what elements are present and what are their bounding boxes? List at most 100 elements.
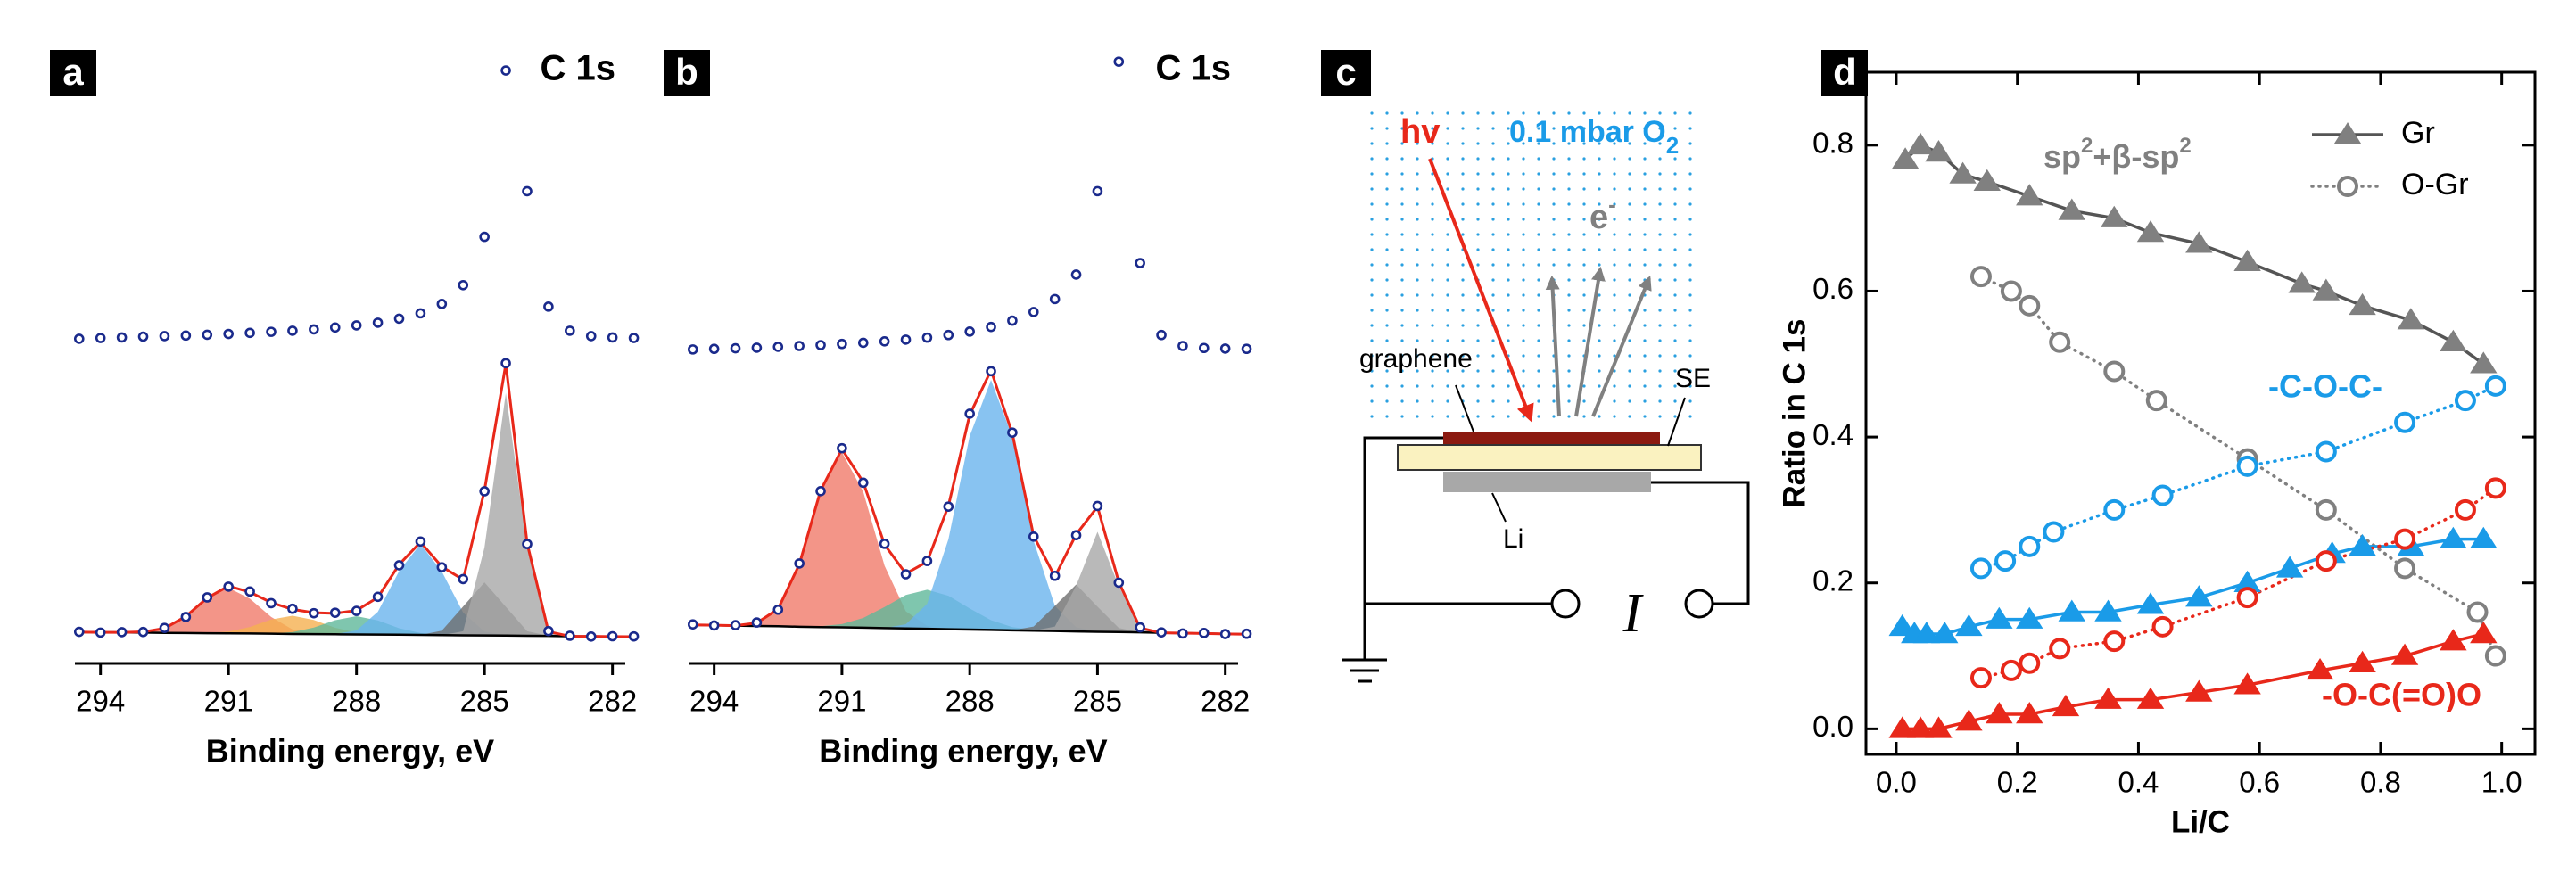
data-point <box>708 620 720 631</box>
data-point <box>180 612 192 622</box>
gas-text: 0.1 mbar O <box>1509 115 1666 149</box>
data-point <box>986 321 996 333</box>
data-point <box>2000 280 2022 302</box>
data-point <box>2145 390 2167 412</box>
data-point <box>2185 231 2213 253</box>
data-point <box>921 556 933 566</box>
data-point <box>2315 440 2337 463</box>
data-point <box>2470 526 2498 548</box>
data-point <box>607 630 618 642</box>
data-point <box>479 231 490 243</box>
data-point <box>1007 315 1018 326</box>
data-point <box>1888 613 1916 637</box>
data-point <box>2315 550 2337 572</box>
x-tick-label: 0.2 <box>1997 766 2038 799</box>
data-point <box>2151 615 2174 638</box>
data-point <box>458 279 469 291</box>
y-axis-label: Ratio in C 1s <box>1777 319 1812 508</box>
data-point <box>266 597 277 609</box>
data-point <box>2236 587 2258 609</box>
gas-region <box>1367 100 1701 426</box>
data-point <box>1135 258 1145 268</box>
data-point <box>1198 342 1210 354</box>
data-point <box>372 317 384 328</box>
data-point <box>2019 294 2041 317</box>
data-point <box>730 620 741 630</box>
data-point <box>1925 140 1953 162</box>
data-point <box>2233 249 2261 271</box>
fit-component <box>692 531 1247 635</box>
data-point <box>837 442 847 454</box>
y-tick-label: 0.0 <box>1812 710 1854 743</box>
data-point <box>2288 271 2316 293</box>
data-point <box>585 631 597 642</box>
data-point <box>73 626 85 638</box>
data-point <box>2058 599 2085 622</box>
data-point <box>1241 628 1252 639</box>
data-point <box>351 320 362 331</box>
data-point <box>159 622 170 633</box>
data-point <box>2019 535 2041 557</box>
panel-label-box <box>1321 50 1371 96</box>
background-line <box>78 630 634 638</box>
data-point <box>2058 198 2085 220</box>
lithium-layer <box>1443 472 1651 492</box>
x-tick-label: 0.6 <box>2239 766 2280 799</box>
data-point <box>708 343 720 355</box>
chart-title: C 1s <box>1156 49 1232 88</box>
data-point <box>116 332 128 343</box>
fit-component <box>78 616 634 637</box>
data-point <box>1973 169 2001 191</box>
data-point <box>565 630 575 641</box>
y-tick-label: 0.2 <box>1812 564 1854 597</box>
data-point <box>2275 556 2304 578</box>
x-axis-label: Binding energy, eV <box>819 733 1107 770</box>
data-point <box>1219 629 1231 639</box>
data-point <box>266 326 277 337</box>
data-point <box>794 558 805 569</box>
diagram: c hv 0.1 mbar O2 e- graphene SE Li I <box>1321 50 1750 683</box>
annotation-part: +β-sp <box>2093 138 2179 175</box>
legend-label: O-Gr <box>2401 168 2469 202</box>
data-point <box>1070 530 1082 541</box>
data-point <box>1912 622 1941 644</box>
data-point <box>687 619 698 630</box>
x-tick-label: 0.4 <box>2118 766 2159 799</box>
data-point <box>986 366 996 377</box>
leader-line <box>1667 397 1686 447</box>
data-point <box>628 630 640 642</box>
data-point <box>1986 702 2013 724</box>
electrolyte-layer <box>1397 444 1702 471</box>
data-point <box>1955 709 1983 731</box>
data-point <box>1969 266 1992 288</box>
data-point <box>2454 498 2476 521</box>
data-point <box>815 340 826 350</box>
electron-superscript: - <box>1608 191 1616 218</box>
panel-label: d <box>1833 51 1856 93</box>
data-point <box>879 336 890 347</box>
x-tick-label: 291 <box>817 685 866 718</box>
data-point <box>180 330 192 342</box>
data-point <box>500 358 511 369</box>
data-point <box>1177 341 1188 351</box>
data-point <box>137 626 149 638</box>
annotation-part: 2 <box>2179 134 2191 158</box>
current-label: I <box>1622 583 1645 644</box>
wire <box>1363 436 1443 660</box>
data-point <box>687 344 698 355</box>
data-point <box>287 603 298 614</box>
photon-label: hv <box>1400 113 1440 151</box>
data-point <box>1156 329 1167 341</box>
data-point <box>2394 557 2416 580</box>
panel-label-box <box>50 50 96 96</box>
annotation: -C-O-C- <box>2268 368 2382 405</box>
data-point <box>1070 269 1082 280</box>
leader-line <box>1491 492 1507 523</box>
data-point <box>2016 702 2043 724</box>
data-point <box>95 333 106 343</box>
data-point <box>751 617 763 628</box>
electron-arrow <box>1591 276 1652 417</box>
data-point <box>900 569 912 580</box>
data-point <box>436 299 448 309</box>
